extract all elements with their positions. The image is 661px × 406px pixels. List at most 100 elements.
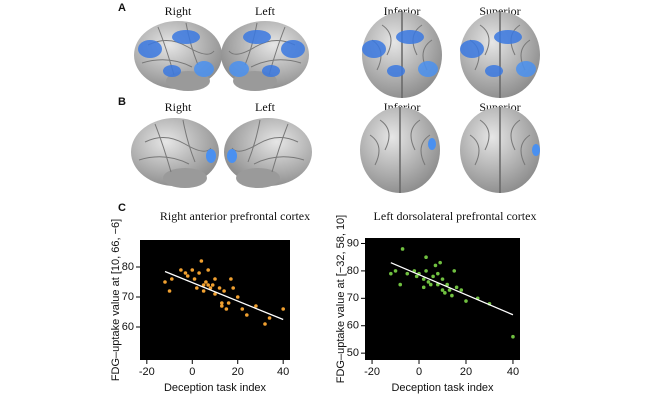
- point: [421, 285, 426, 290]
- point: [424, 255, 428, 259]
- y-tick-label: 70: [347, 292, 359, 304]
- point: [179, 268, 183, 272]
- point: [185, 274, 190, 278]
- point: [217, 286, 222, 290]
- point: [192, 277, 197, 281]
- point: [436, 271, 440, 276]
- y-axis-label: FDG–uptake value at [10, 66, −6]: [110, 219, 122, 381]
- y-axis-label: FDG–uptake value at [−32, 58, 10]: [335, 215, 347, 383]
- brain: [459, 11, 541, 99]
- point: [240, 307, 245, 311]
- brain: [220, 20, 310, 92]
- view-label: Left: [255, 100, 276, 114]
- regression-line: [164, 270, 284, 321]
- point: [459, 288, 464, 292]
- x-tick-label: 20: [232, 366, 244, 378]
- point: [235, 295, 240, 299]
- point: [400, 247, 405, 251]
- point: [201, 289, 206, 293]
- brain: [133, 20, 223, 92]
- x-tick-label: -20: [364, 366, 380, 378]
- point: [195, 286, 199, 290]
- y-tick-label: 90: [347, 237, 359, 249]
- y-tick-label: 70: [122, 291, 134, 303]
- point: [204, 280, 208, 284]
- point: [206, 283, 210, 287]
- brain: [130, 117, 220, 189]
- point: [464, 299, 468, 303]
- chart-title: Left dorsolateral prefrontal cortex: [374, 209, 537, 223]
- point: [206, 268, 210, 272]
- y-tick-label: 80: [122, 261, 134, 273]
- point: [190, 268, 195, 272]
- regression-line: [390, 262, 514, 316]
- point: [213, 277, 217, 281]
- point: [445, 282, 449, 287]
- point: [245, 313, 249, 317]
- point: [197, 271, 201, 275]
- point: [421, 277, 426, 281]
- point: [511, 334, 515, 339]
- brain: [361, 11, 443, 99]
- y-tick-label: 60: [122, 321, 134, 333]
- point: [222, 289, 226, 293]
- y-tick-label: 60: [347, 320, 359, 332]
- point: [263, 322, 267, 326]
- point: [226, 301, 231, 305]
- point: [414, 274, 419, 279]
- x-tick-label: 20: [460, 366, 472, 378]
- brain: [459, 106, 541, 194]
- point: [281, 307, 285, 311]
- panel-label: C: [118, 202, 126, 214]
- point: [424, 269, 428, 273]
- point: [389, 271, 393, 276]
- brain: [223, 117, 313, 189]
- point: [220, 301, 224, 305]
- point: [229, 277, 233, 281]
- panel-label: A: [118, 2, 126, 14]
- point: [433, 263, 438, 268]
- point: [398, 282, 403, 287]
- point: [199, 259, 204, 263]
- point: [213, 292, 217, 296]
- x-tick-label: 40: [277, 366, 289, 378]
- point: [254, 304, 258, 308]
- x-axis-label: Deception task index: [164, 382, 267, 394]
- point: [210, 283, 215, 287]
- point: [447, 288, 452, 292]
- view-label: Left: [255, 4, 276, 18]
- point: [224, 307, 229, 311]
- point: [431, 274, 435, 279]
- point: [163, 280, 167, 284]
- point: [426, 280, 431, 284]
- x-tick-label: -20: [139, 366, 155, 378]
- view-label: Right: [165, 4, 192, 18]
- point: [167, 289, 172, 293]
- point: [170, 277, 174, 281]
- point: [440, 277, 445, 281]
- x-tick-label: 0: [416, 366, 422, 378]
- brain: [359, 106, 441, 194]
- point: [450, 293, 454, 298]
- panel-label: B: [118, 96, 126, 108]
- chart-title: Right anterior prefrontal cortex: [160, 209, 310, 223]
- point: [454, 285, 459, 290]
- plot-frame: [365, 238, 520, 360]
- point: [393, 269, 398, 273]
- point: [452, 269, 457, 273]
- point: [267, 316, 272, 320]
- point: [440, 288, 445, 292]
- point: [201, 283, 206, 287]
- point: [231, 286, 235, 290]
- view-label: Right: [165, 100, 192, 114]
- point: [405, 271, 410, 276]
- point: [428, 282, 433, 287]
- point: [438, 260, 442, 265]
- y-tick-label: 80: [347, 265, 359, 277]
- x-tick-label: 0: [189, 366, 195, 378]
- point: [220, 304, 224, 308]
- x-axis-label: Deception task index: [391, 382, 494, 394]
- point: [443, 291, 447, 295]
- x-tick-label: 40: [507, 366, 519, 378]
